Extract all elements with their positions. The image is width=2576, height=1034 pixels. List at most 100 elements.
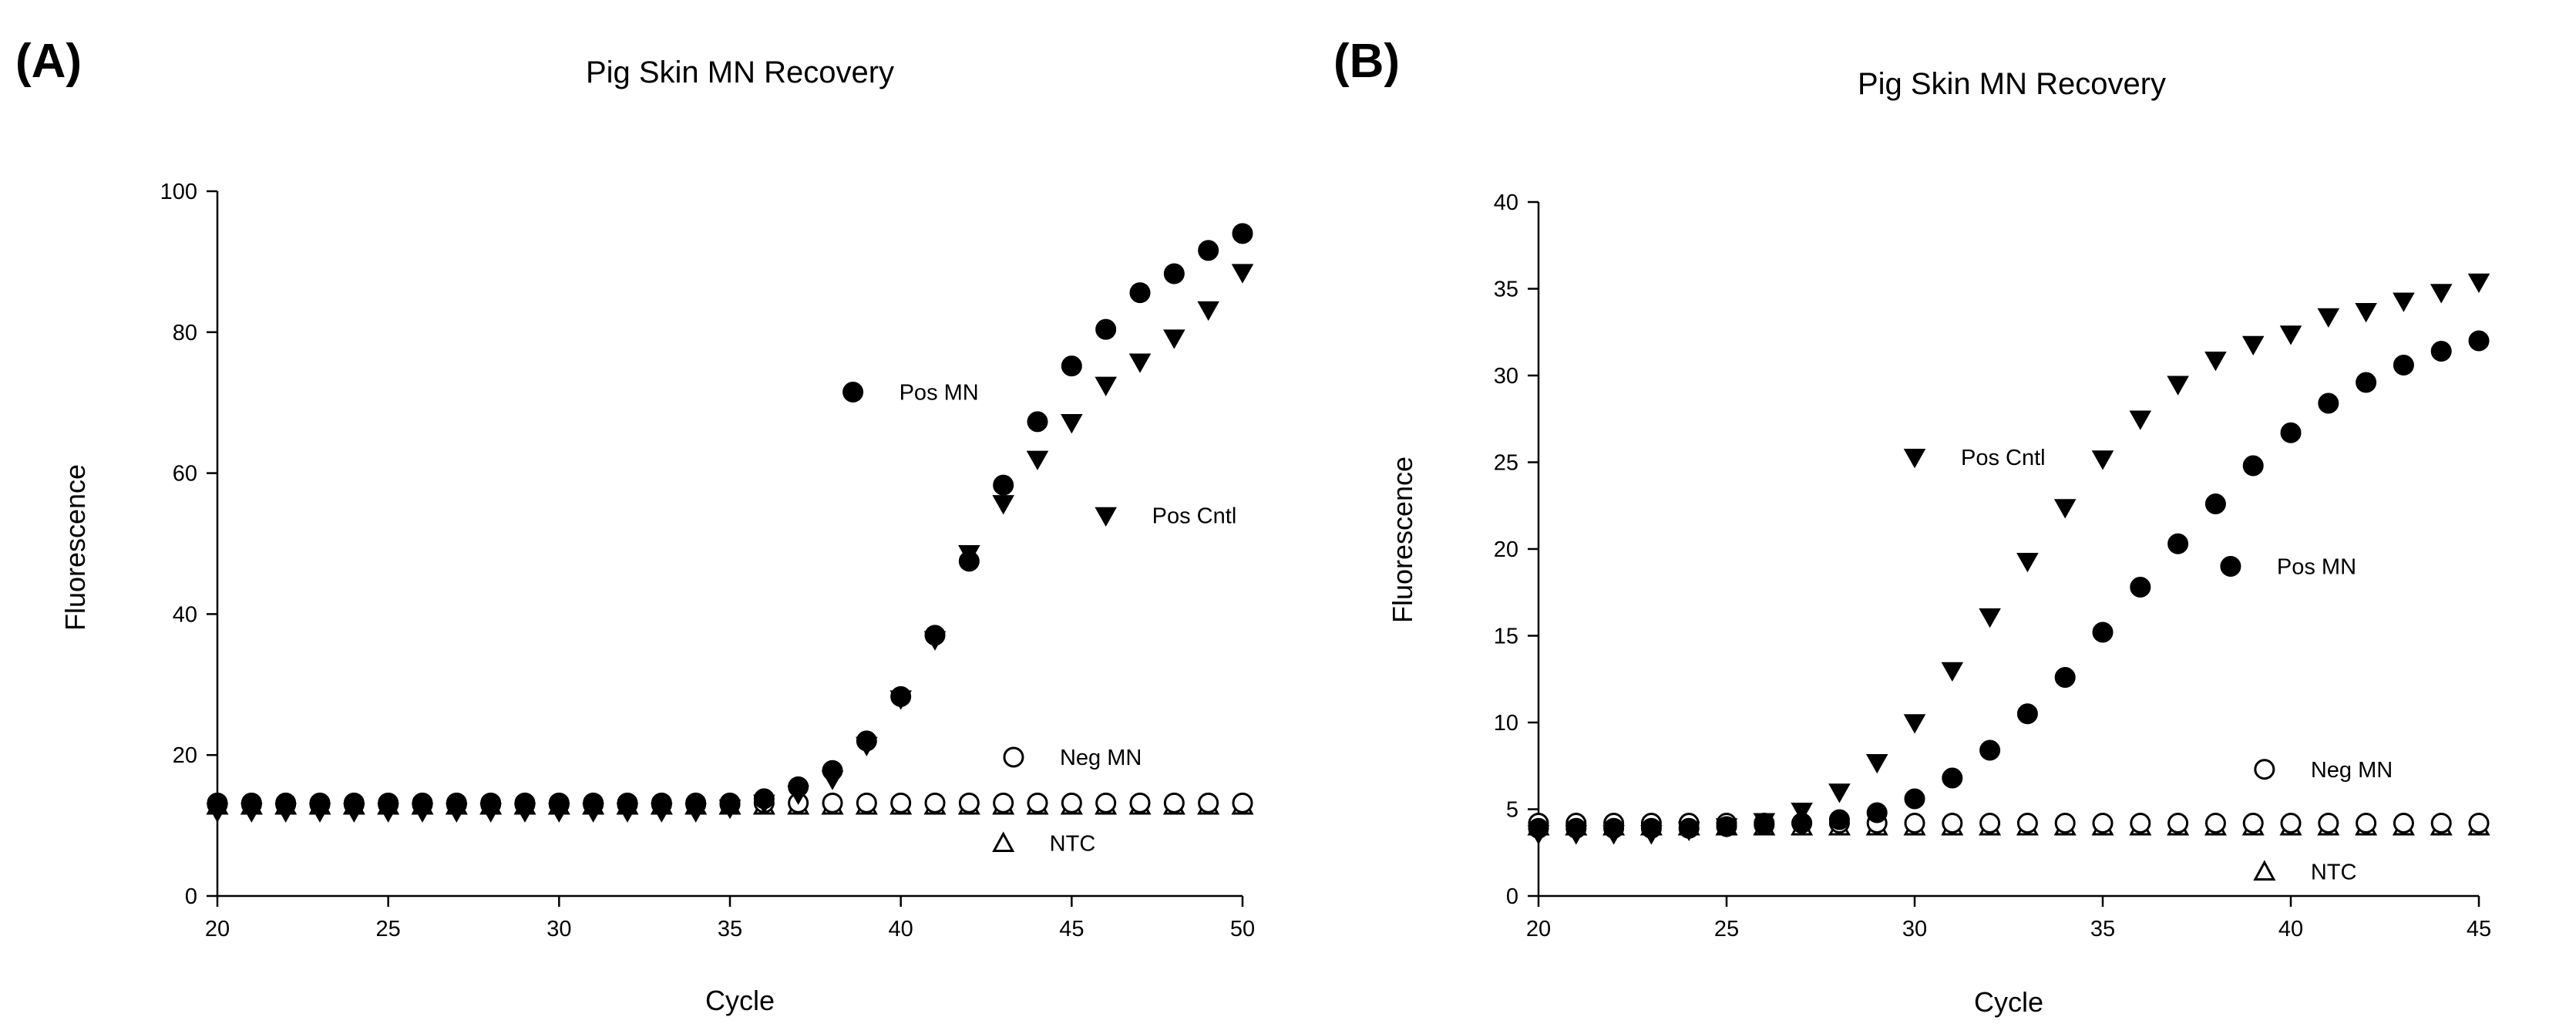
data-point-pos-mn [1866,802,1888,823]
data-point-neg-mn [2318,813,2339,834]
x-tick-label: 20 [205,917,230,941]
data-point-pos-cntl [2393,292,2415,312]
data-point-pos-cntl [2016,553,2039,573]
data-point-pos-mn [617,793,638,815]
data-point-pos-mn [309,793,331,815]
data-point-neg-mn [924,792,946,813]
legend-entry-neg-mn: Neg MN [1003,746,1142,770]
data-point-neg-mn [2393,813,2414,834]
data-point-neg-mn [1232,792,1253,813]
data-point-pos-cntl [1791,803,1813,823]
legend-entry-pos-cntl: Pos Cntl [1095,504,1236,528]
data-point-neg-mn [2130,813,2151,834]
data-point-pos-mn [1942,767,1963,789]
legend-entry-pos-mn: Pos MN [842,380,979,405]
data-point-neg-mn [2167,813,2189,834]
data-point-pos-mn [822,760,843,781]
data-point-pos-mn [207,793,228,815]
data-point-pos-mn [2280,422,2302,443]
x-tick-label: 40 [889,917,913,941]
chart-panel-b: (B) Pig Skin MN Recovery Cycle Fluoresce… [1303,0,2576,1034]
data-point-pos-mn [958,551,980,572]
data-point-pos-mn [2092,621,2114,643]
data-point-pos-mn [1095,318,1117,340]
data-point-neg-mn [2016,813,2038,834]
data-point-pos-mn [2130,577,2151,598]
legend-label: Pos MN [900,380,979,405]
data-point-pos-mn [1979,739,2001,761]
data-point-pos-mn [2054,667,2076,688]
x-tick-label: 45 [2467,917,2491,941]
panel-label: (A) [15,35,82,88]
data-point-pos-mn [514,793,536,815]
x-axis-title: Cycle [1974,986,2043,1018]
series-neg-mn [1528,813,2490,834]
y-tick-label: 0 [1506,884,1518,909]
x-tick-label: 40 [2278,917,2303,941]
data-point-pos-cntl [2355,303,2377,323]
data-point-pos-mn [2167,533,2189,554]
data-point-pos-cntl [992,495,1014,515]
data-point-pos-cntl [1231,264,1254,284]
x-tick-label: 30 [1902,917,1927,941]
data-point-pos-cntl [1026,450,1049,470]
x-tick-label: 25 [1714,917,1739,941]
x-tick-label: 50 [1230,917,1255,941]
y-tick-label: 10 [1494,711,1518,736]
y-axis-title: Fluorescence [59,464,91,631]
y-tick-label: 15 [1494,625,1518,649]
data-point-pos-mn [1061,355,1082,377]
y-tick-label: 5 [1506,798,1518,823]
panel-label: (B) [1333,35,1400,88]
series-ntc [1527,814,2490,836]
data-point-pos-mn [2356,372,2377,393]
y-tick-label: 60 [173,462,197,487]
data-point-neg-mn [958,792,980,813]
plot-area: 20 25 30 35 40 45 50 0 20 40 60 80 100 Pos MN Pos Cntl… [160,180,1256,941]
legend-label: Pos Cntl [1961,446,2046,470]
data-point-pos-mn [856,730,877,752]
data-point-pos-mn [2393,355,2414,376]
data-point-pos-mn [1129,282,1151,304]
data-point-pos-mn [924,625,946,646]
data-point-neg-mn [1904,813,1925,834]
data-point-pos-cntl [2317,308,2340,328]
data-point-pos-mn [275,793,297,815]
data-point-pos-cntl [1128,353,1152,373]
data-point-pos-mn [993,474,1014,496]
series-pos-mn [1528,330,2490,839]
data-point-pos-mn [2016,703,2038,725]
chart-title: Pig Skin MN Recovery [586,56,894,89]
data-point-neg-mn [2280,813,2302,834]
legend-marker-pos-cntl [1095,507,1117,527]
data-point-pos-cntl [1941,662,1964,682]
legend-marker-neg-mn [1003,746,1024,768]
data-point-pos-mn [753,788,775,810]
series-pos-cntl [206,264,1254,823]
data-point-pos-mn [343,793,365,815]
y-tick-label: 0 [185,884,197,909]
data-point-neg-mn [993,792,1014,813]
data-point-neg-mn [2356,813,2377,834]
data-point-pos-mn [480,793,502,815]
data-point-neg-mn [1027,792,1048,813]
legend-entry-pos-mn: Pos MN [2220,555,2356,580]
data-point-pos-cntl [1061,414,1083,434]
chart-panel-a: (A) Pig Skin MN Recovery Cycle Fluoresce… [0,0,1264,1034]
data-point-pos-cntl [2091,450,2114,470]
x-tick-label: 35 [718,917,742,941]
legend-entry-ntc: NTC [992,831,1096,856]
data-point-pos-cntl [2241,335,2265,356]
data-point-pos-mn [1828,809,1850,830]
data-point-pos-mn [1232,223,1253,244]
series-pos-mn [207,223,1253,815]
data-point-pos-cntl [2430,284,2453,304]
data-point-pos-mn [240,793,262,815]
y-axis-title: Fluorescence [1387,456,1418,623]
data-point-pos-cntl [2279,325,2302,345]
legend-entry-ntc: NTC [2253,860,2356,885]
legend-label: NTC [1050,831,1096,856]
data-point-pos-cntl [1197,301,1219,322]
data-point-pos-cntl [1095,376,1117,396]
data-point-pos-mn [2318,392,2339,414]
